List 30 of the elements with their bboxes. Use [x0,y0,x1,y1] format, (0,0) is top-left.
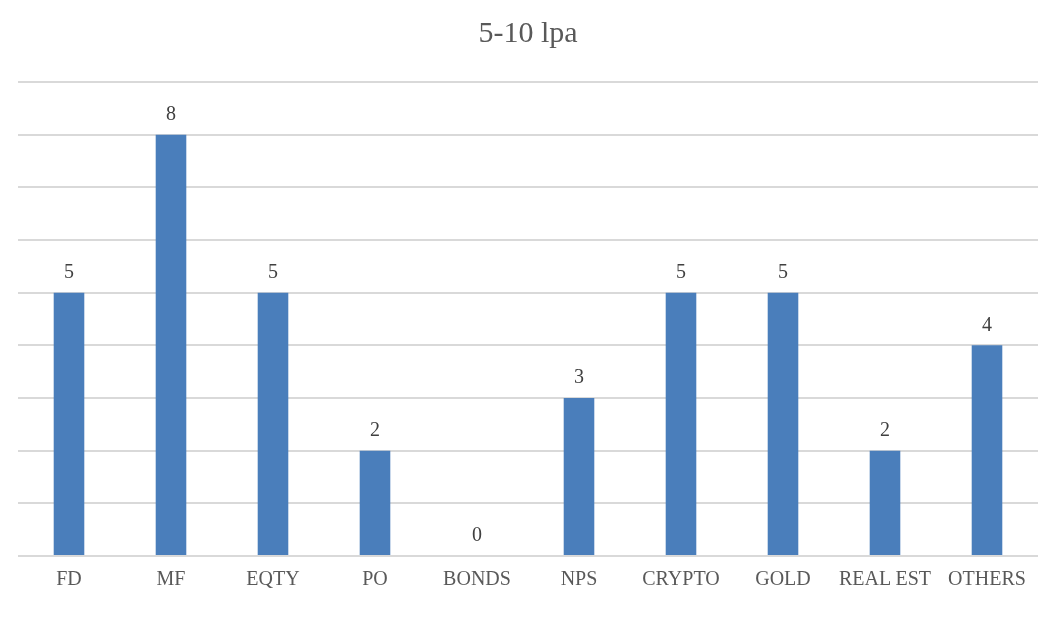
data-label: 2 [370,417,380,440]
x-tick-label: MF [156,567,186,590]
x-tick-label: OTHERS [948,567,1026,590]
bar [359,450,391,555]
x-tick-label: CRYPTO [642,567,720,590]
x-tick-label: BONDS [443,567,511,590]
x-tick-label: NPS [560,567,598,590]
bar [869,450,901,555]
data-label: 5 [778,259,788,282]
bar [155,134,187,555]
bar [257,292,289,555]
bar [53,292,85,555]
x-tick-label: GOLD [755,567,811,590]
data-label: 5 [64,259,74,282]
bar [767,292,799,555]
x-tick-label: REAL EST [838,567,932,590]
data-label: 2 [880,417,890,440]
x-tick-label: EQTY [246,567,300,590]
bar [563,398,595,555]
x-tick-label: FD [56,567,82,590]
data-label: 8 [166,101,176,124]
data-label: 5 [268,259,278,282]
data-label: 4 [982,312,992,335]
bar [665,292,697,555]
bar [971,345,1003,555]
chart-title: 5-10 lpa [478,14,578,48]
data-label: 3 [574,365,584,388]
data-label: 0 [472,523,482,546]
x-tick-label: PO [362,567,388,590]
data-label: 5 [676,259,686,282]
